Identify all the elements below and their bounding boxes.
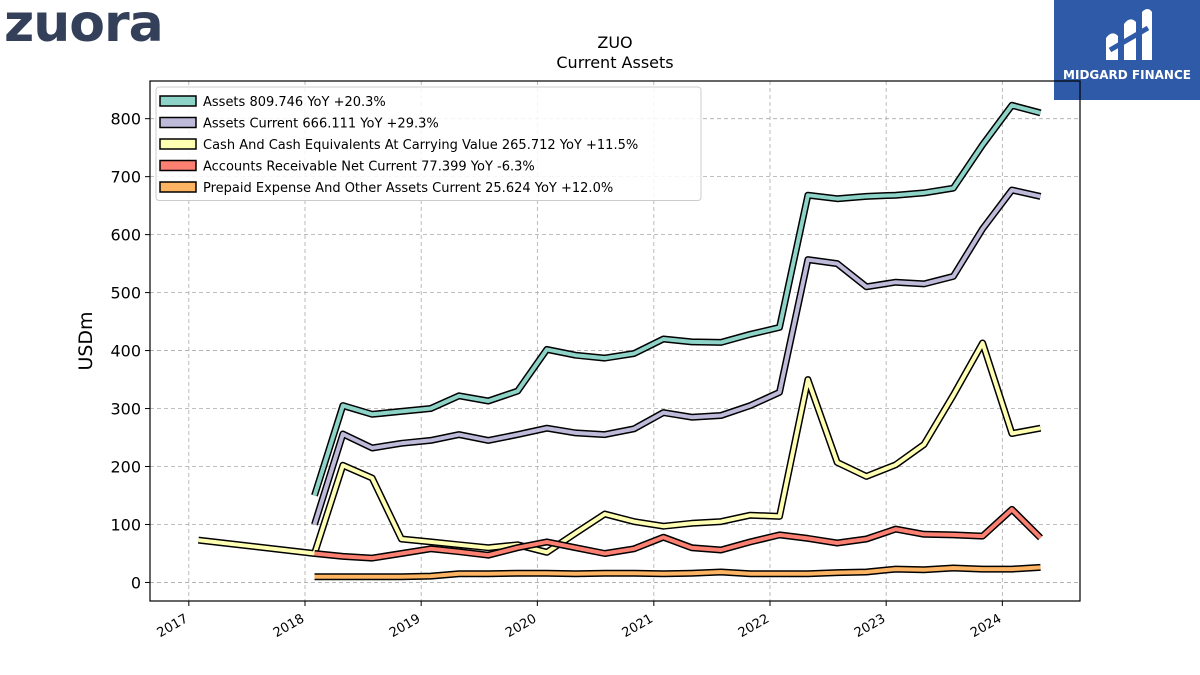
x-tick-label: 2017 xyxy=(155,611,191,641)
legend: Assets 809.746 YoY +20.3% Assets Current … xyxy=(155,86,702,201)
legend-swatch xyxy=(159,181,197,193)
x-tick-label: 2024 xyxy=(968,611,1004,641)
series-outline-1 xyxy=(311,186,1042,526)
y-axis-ticks: 0 100 200 300 400 500 600 700 800 xyxy=(110,110,150,592)
y-tick-label: 0 xyxy=(131,573,141,592)
chart-subtitle: Current Assets xyxy=(556,53,673,72)
legend-swatch xyxy=(159,138,197,150)
series-line-1 xyxy=(312,188,1041,526)
y-tick-label: 200 xyxy=(110,458,141,477)
series-line-0 xyxy=(312,103,1042,497)
y-axis-label: USDm xyxy=(75,311,97,370)
y-tick-label: 800 xyxy=(110,110,141,129)
legend-entry: Accounts Receivable Net Current 77.399 Y… xyxy=(203,160,535,175)
legend-swatch xyxy=(159,116,197,129)
legend-entry: Assets 809.746 YoY +20.3% xyxy=(203,95,386,110)
legend-swatch xyxy=(159,95,197,107)
y-tick-label: 400 xyxy=(110,342,141,361)
x-tick-label: 2021 xyxy=(620,611,656,641)
x-tick-label: 2019 xyxy=(387,611,423,641)
plot-frame xyxy=(149,80,1081,602)
y-tick-label: 700 xyxy=(110,168,141,187)
x-tick-label: 2022 xyxy=(736,611,772,641)
x-tick-label: 2018 xyxy=(271,611,307,641)
y-tick-label: 600 xyxy=(110,226,141,245)
legend-entry: Assets Current 666.111 YoY +29.3% xyxy=(203,117,439,132)
legend-entry: Cash And Cash Equivalents At Carrying Va… xyxy=(203,138,638,153)
series-line-3 xyxy=(314,507,1042,561)
y-tick-label: 300 xyxy=(110,400,141,419)
x-tick-label: 2020 xyxy=(503,611,539,641)
y-tick-label: 100 xyxy=(110,515,141,534)
midgard-logo-text: MIDGARD FINANCE xyxy=(1063,68,1191,82)
legend-entry: Prepaid Expense And Other Assets Current… xyxy=(203,181,613,196)
midgard-finance-logo: MIDGARD FINANCE xyxy=(1054,0,1200,100)
zuora-logo: zuora xyxy=(4,0,164,54)
series-line-2 xyxy=(198,341,1041,556)
midgard-logo-mark-icon xyxy=(1106,9,1152,60)
legend-swatch xyxy=(159,159,197,172)
y-tick-label: 500 xyxy=(110,284,141,303)
x-tick-label: 2023 xyxy=(852,611,888,641)
legend-box xyxy=(155,86,702,201)
series-lines xyxy=(197,101,1043,581)
series-line-4 xyxy=(314,565,1041,579)
chart-title: ZUO xyxy=(597,33,632,52)
x-axis-ticks: 2017 2018 2019 2020 2021 2022 2023 2024 xyxy=(155,601,1004,641)
